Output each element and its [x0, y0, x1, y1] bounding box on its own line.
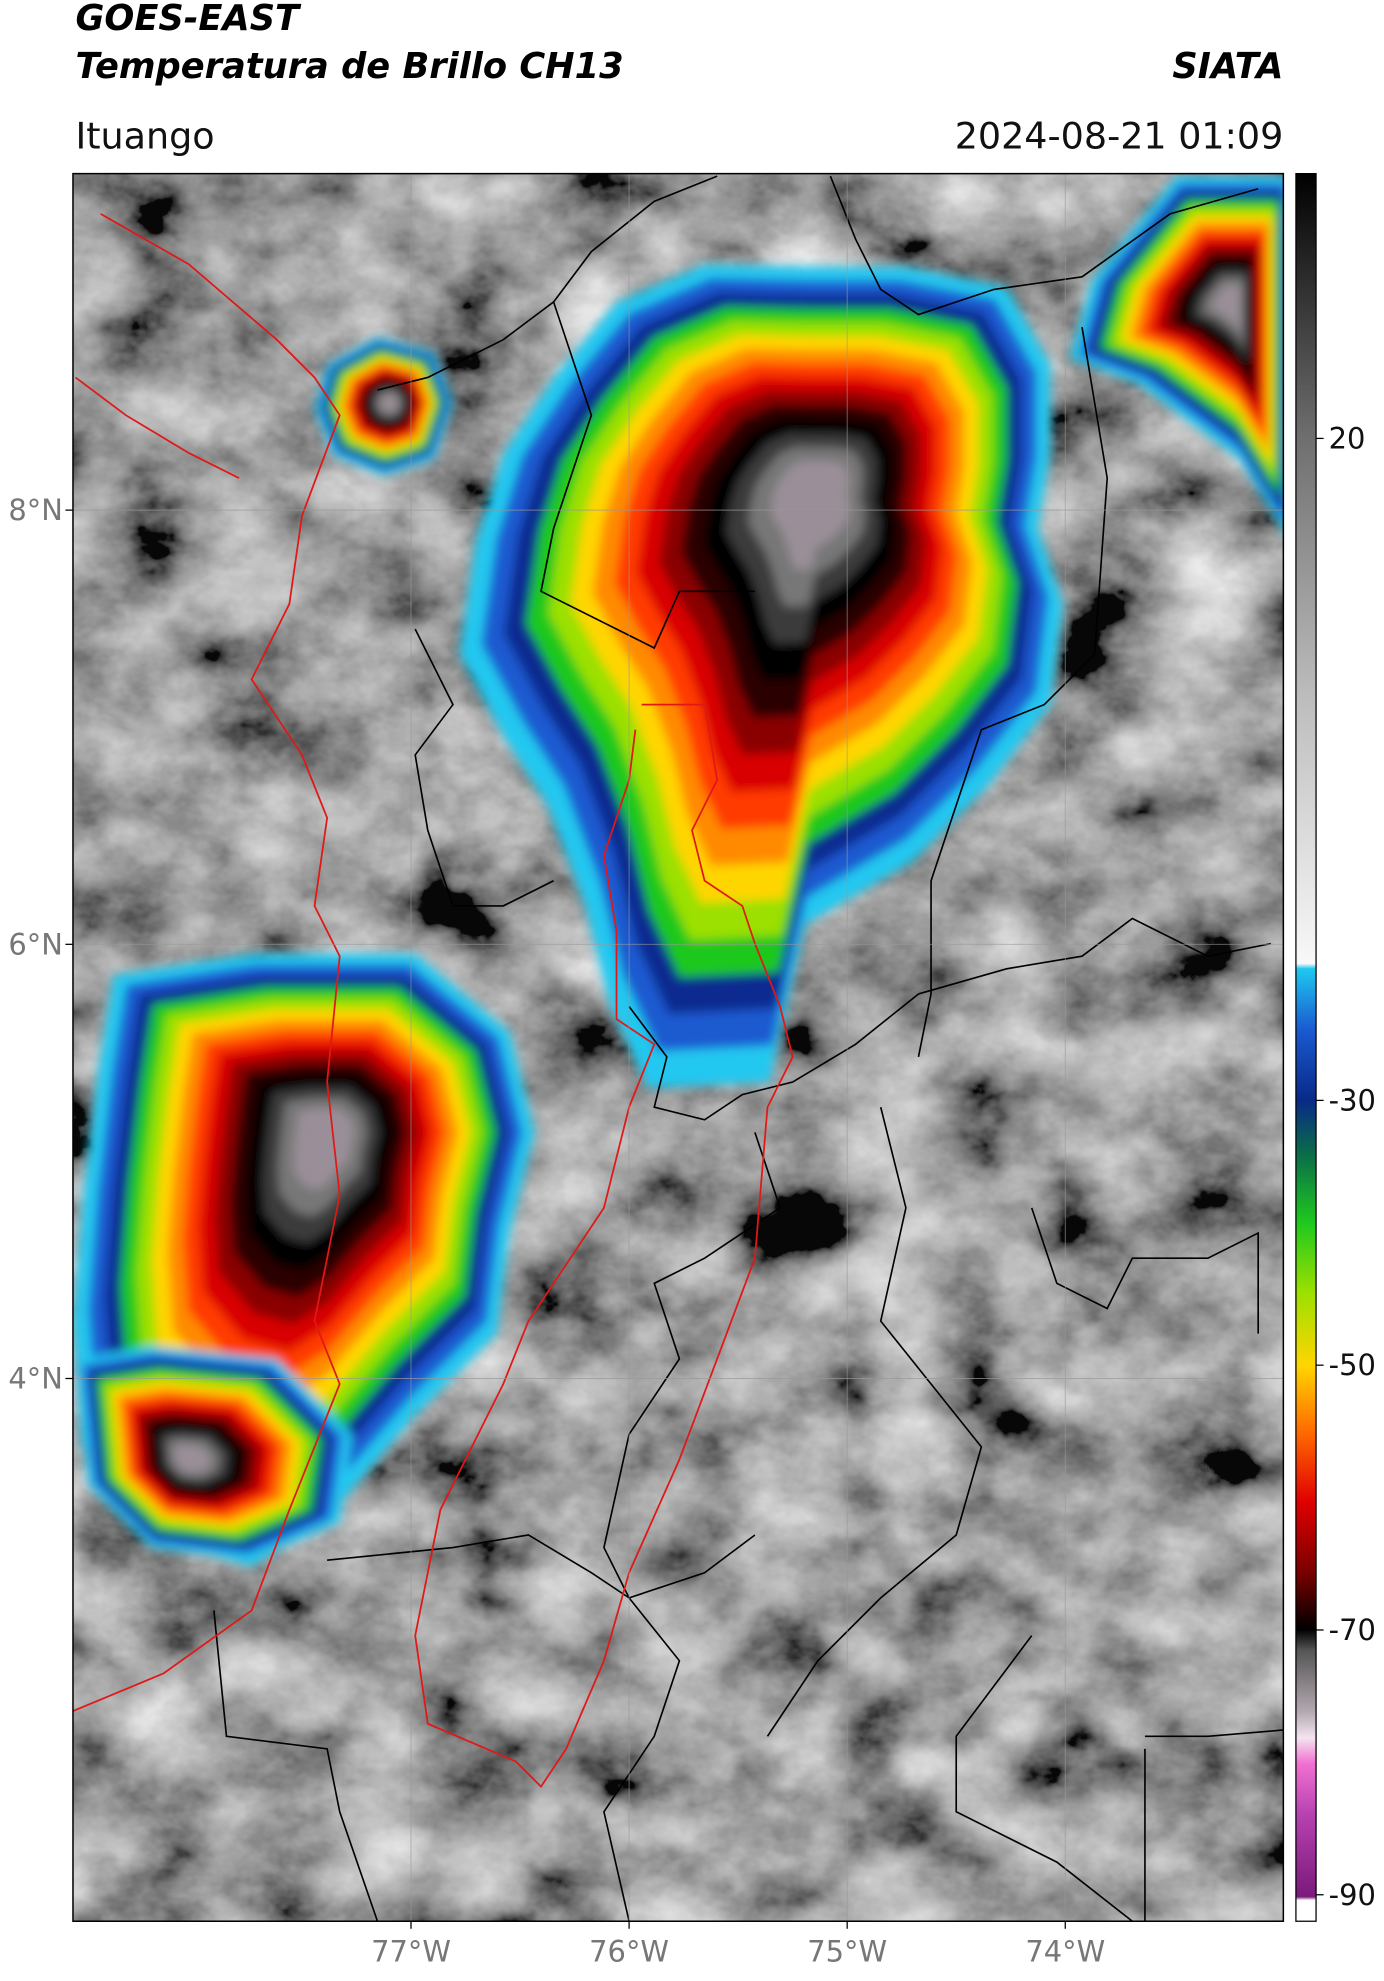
red-borders	[72, 213, 794, 1788]
title-line2: Temperatura de Brillo CH13	[75, 46, 623, 87]
colorbar-tick-label: 20	[1329, 421, 1366, 455]
storm-layer	[380, 393, 399, 413]
colorbar-tick-label: -50	[1329, 1348, 1376, 1382]
x-tick-label: 75°W	[807, 1934, 887, 1968]
storm-layer	[293, 1108, 355, 1190]
map-frame	[72, 172, 1285, 1922]
y-tick-label: 8°N	[8, 493, 63, 527]
borders	[213, 175, 1284, 1922]
datetime: 2024-08-21 01:09	[955, 114, 1284, 157]
colorbar	[1295, 172, 1317, 1922]
colorbar-tick-label: -90	[1329, 1878, 1376, 1912]
location: Ituango	[75, 114, 214, 157]
colorbar-tick-label: -70	[1329, 1613, 1376, 1647]
x-tick-label: 74°W	[1025, 1934, 1105, 1968]
x-tick-label: 76°W	[589, 1934, 669, 1968]
colorbar-tick-label: -30	[1329, 1083, 1376, 1117]
storm-layer	[173, 1444, 211, 1473]
storm-layer	[770, 460, 851, 570]
title-line1: GOES-EAST	[75, 0, 302, 39]
map-image	[72, 173, 1284, 1922]
x-tick-label: 77°W	[371, 1934, 451, 1968]
y-tick-label: 6°N	[8, 927, 63, 961]
storm-layer	[1211, 285, 1241, 334]
y-tick-label: 4°N	[8, 1362, 63, 1396]
source: SIATA	[1172, 46, 1283, 87]
